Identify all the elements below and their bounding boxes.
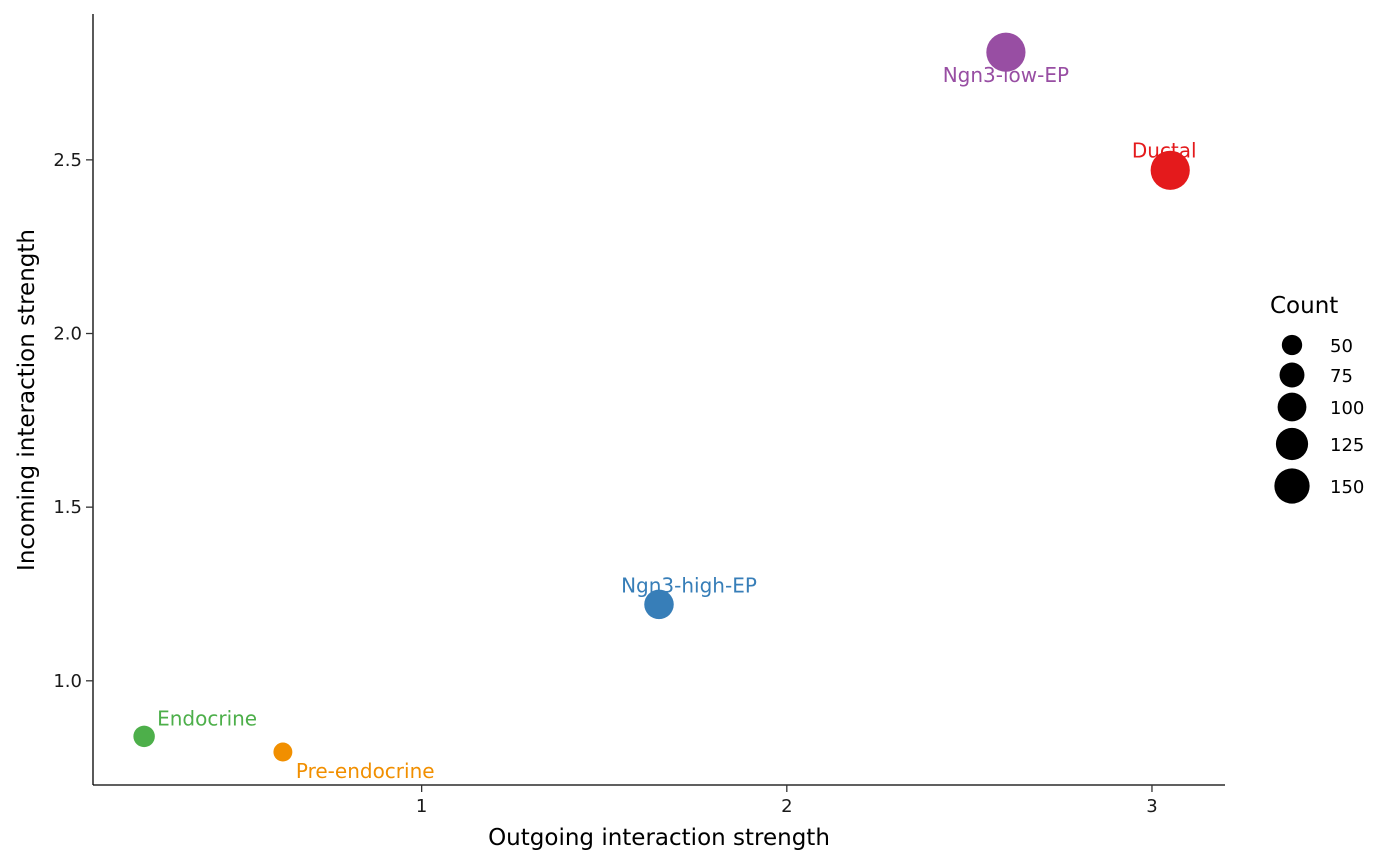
legend-size-marker <box>1279 362 1305 388</box>
x-tick-label: 2 <box>781 796 792 817</box>
legend: Count 50 75 100 125 150 <box>1270 293 1364 504</box>
legend-size-marker <box>1275 427 1309 461</box>
legend-size-label: 75 <box>1330 366 1353 387</box>
x-tick-label: 3 <box>1146 796 1157 817</box>
y-axis-title: Incoming interaction strength <box>14 229 40 571</box>
legend-entries: 50 75 100 125 150 <box>1274 334 1364 504</box>
legend-size-label: 100 <box>1330 398 1364 419</box>
legend-size-marker <box>1277 392 1307 422</box>
data-point <box>1150 150 1190 190</box>
legend-size-label: 50 <box>1330 336 1353 357</box>
legend-title: Count <box>1270 293 1338 319</box>
y-tick-label: 2.5 <box>53 150 82 171</box>
legend-size-marker <box>1281 334 1303 356</box>
ticks: 1 2 3 1.0 1.5 2.0 2.5 <box>53 150 1157 817</box>
legend-size-marker <box>1274 468 1310 504</box>
data-point-label: Ngn3-low-EP <box>943 63 1069 87</box>
y-tick-label: 2.0 <box>53 324 82 345</box>
y-tick-label: 1.5 <box>53 497 82 518</box>
x-axis-title: Outgoing interaction strength <box>488 825 830 851</box>
data-point <box>986 32 1026 72</box>
data-point <box>133 725 155 748</box>
data-point-label: Pre-endocrine <box>296 759 435 783</box>
data-points: Ngn3-low-EP Ductal Ngn3-high-EP Endocrine Pr… <box>133 32 1197 783</box>
legend-size-label: 125 <box>1330 435 1364 456</box>
data-point-label: Ductal <box>1132 138 1197 162</box>
axes <box>92 14 1225 786</box>
legend-size-label: 150 <box>1330 477 1364 498</box>
data-point <box>273 742 293 762</box>
y-tick-label: 1.0 <box>53 671 82 692</box>
data-point-label: Ngn3-high-EP <box>621 573 757 597</box>
x-tick-label: 1 <box>416 796 427 817</box>
data-point-label: Endocrine <box>157 706 257 730</box>
data-point <box>644 589 674 620</box>
